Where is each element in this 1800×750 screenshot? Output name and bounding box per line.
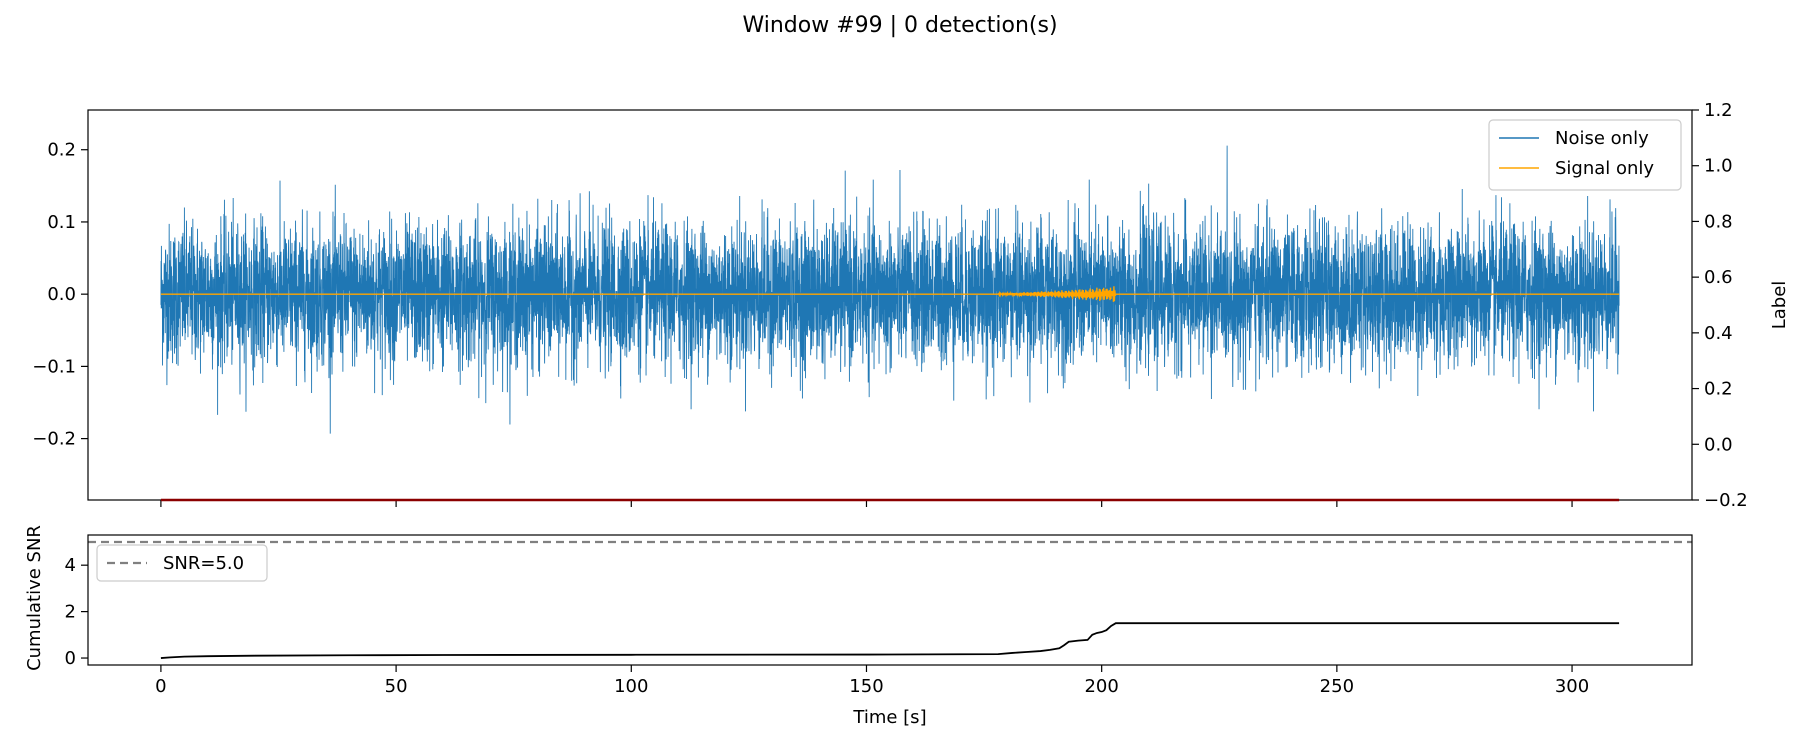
signal-series <box>160 286 1620 302</box>
waveform-y-tick-label: 0.1 <box>47 212 76 233</box>
figure-title: Window #99 | 0 detection(s) <box>742 13 1057 38</box>
snr-y-tick-label: 2 <box>65 602 76 623</box>
cumulative-snr-series <box>160 622 1620 659</box>
waveform-y-tick-label: −0.1 <box>32 356 76 377</box>
waveform-y-tick-label: 0.2 <box>47 140 76 161</box>
waveform-plot-area <box>160 145 1620 434</box>
label-y-tick-label: 0.0 <box>1704 434 1733 455</box>
waveform-legend: Noise only Signal only <box>1488 119 1682 191</box>
snr-plot-area <box>88 540 1692 659</box>
snr-x-tick-label: 250 <box>1320 676 1354 697</box>
waveform-panel: −0.2 −0.1 0.0 0.1 0.2 −0.2 0.0 0.2 0.4 0.6 0.8 1.0… <box>32 100 1790 511</box>
label-y-tick-label: 1.0 <box>1704 156 1733 177</box>
snr-legend: SNR=5.0 <box>96 544 268 582</box>
snr-x-tick-label: 200 <box>1084 676 1118 697</box>
noise-series <box>160 145 1620 434</box>
label-y-axis: −0.2 0.0 0.2 0.4 0.6 0.8 1.0 1.2 <box>1692 100 1748 511</box>
snr-x-tick-label: 100 <box>614 676 648 697</box>
snr-y-axis: 0 2 4 <box>65 555 88 669</box>
label-y-tick-label: 1.2 <box>1704 100 1733 121</box>
legend-label-signal: Signal only <box>1555 158 1654 179</box>
snr-x-axis: 0 50 100 150 200 250 300 <box>155 665 1589 697</box>
snr-legend-box <box>96 544 268 582</box>
waveform-y-axis: −0.2 −0.1 0.0 0.1 0.2 <box>32 140 88 450</box>
snr-y-tick-label: 4 <box>65 555 76 576</box>
waveform-y-tick-label: −0.2 <box>32 429 76 450</box>
snr-axes-frame <box>87 534 1693 666</box>
label-axis-title: Label <box>1769 281 1790 330</box>
label-y-tick-label: 0.2 <box>1704 379 1733 400</box>
snr-axis-title: Cumulative SNR <box>24 525 45 671</box>
label-y-tick-label: 0.6 <box>1704 267 1733 288</box>
waveform-y-tick-label: 0.0 <box>47 284 76 305</box>
snr-panel: 0 2 4 0 50 100 150 200 250 300 Time [s] Cumulati… <box>24 525 1693 728</box>
legend-label-threshold: SNR=5.0 <box>163 553 244 574</box>
label-y-tick-label: −0.2 <box>1704 490 1748 511</box>
label-y-tick-label: 0.4 <box>1704 323 1733 344</box>
snr-y-tick-label: 0 <box>65 648 76 669</box>
label-y-tick-label: 0.8 <box>1704 211 1733 232</box>
snr-x-tick-label: 150 <box>849 676 883 697</box>
snr-x-tick-label: 0 <box>155 676 166 697</box>
legend-label-noise: Noise only <box>1555 128 1649 149</box>
snr-x-tick-label: 50 <box>385 676 408 697</box>
snr-x-tick-label: 300 <box>1555 676 1589 697</box>
x-axis-title: Time [s] <box>852 707 926 728</box>
